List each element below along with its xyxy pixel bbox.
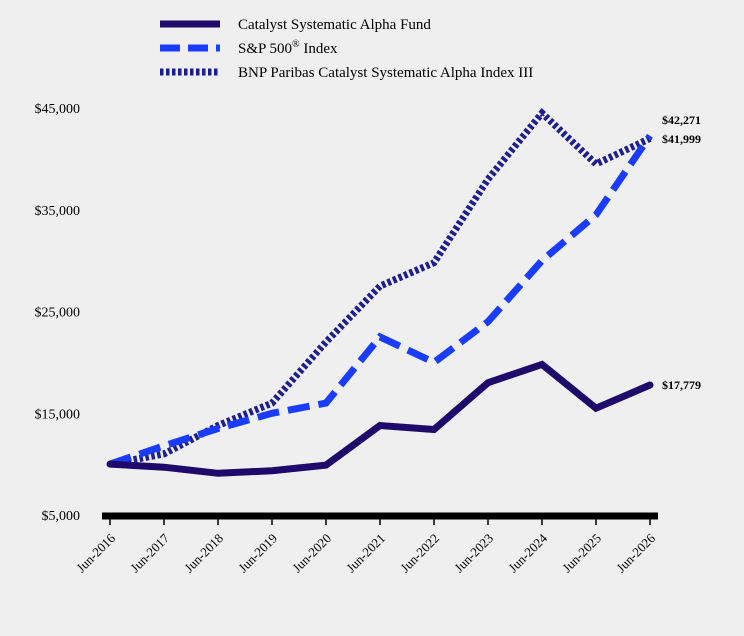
y-axis: $5,000 $15,000 $25,000 $35,000 $45,000 [35, 102, 81, 524]
y-tick-label: $45,000 [35, 102, 81, 117]
x-tick-label: Jun-2021 [343, 531, 388, 576]
legend-label-2: S&P 500® Index [238, 39, 338, 57]
x-tick-label: Jun-2023 [451, 531, 496, 576]
plot-area: $17,779 $42,271 $41,999 [106, 107, 701, 477]
legend: Catalyst Systematic Alpha Fund S&P 500® I… [160, 17, 533, 81]
x-axis: Jun-2016 Jun-2017 Jun-2018 Jun-2019 Jun-2020… [73, 512, 658, 576]
end-value-label-2: $42,271 [662, 113, 701, 127]
y-tick-label: $5,000 [42, 509, 81, 524]
x-tick-label: Jun-2025 [559, 531, 604, 576]
end-value-label-3: $41,999 [662, 132, 701, 146]
legend-label-3: BNP Paribas Catalyst Systematic Alpha In… [238, 65, 533, 81]
y-tick-label: $25,000 [35, 306, 81, 321]
x-tick-label: Jun-2020 [289, 531, 334, 576]
x-tick-label: Jun-2024 [505, 530, 550, 575]
series-line-2 [108, 133, 653, 468]
y-tick-label: $35,000 [35, 204, 81, 219]
x-tick-label: Jun-2026 [613, 530, 658, 575]
series-line-3 [109, 107, 652, 468]
y-tick-label: $15,000 [35, 407, 81, 422]
end-value-label-1: $17,779 [662, 378, 701, 392]
x-tick-label: Jun-2016 [73, 530, 118, 575]
x-tick-label: Jun-2019 [235, 531, 280, 576]
x-tick-label: Jun-2022 [397, 531, 442, 576]
x-tick-label: Jun-2018 [181, 531, 226, 576]
legend-label-1: Catalyst Systematic Alpha Fund [238, 17, 431, 33]
x-tick-label: Jun-2017 [127, 530, 172, 575]
series-line-1 [106, 360, 654, 477]
